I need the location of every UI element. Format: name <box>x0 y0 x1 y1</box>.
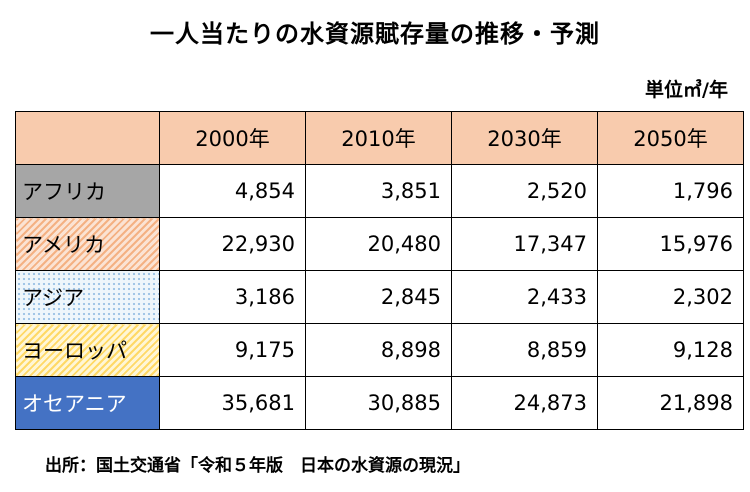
value-cell: 30,885 <box>305 376 452 430</box>
table-row: ヨーロッパ 9,175 8,898 8,859 9,128 <box>15 323 744 377</box>
region-label: オセアニア <box>15 376 160 430</box>
column-header: 2000年 <box>159 111 306 165</box>
value-cell: 3,186 <box>159 270 306 324</box>
page-title: 一人当たりの水資源賦存量の推移・予測 <box>150 20 600 48</box>
value-cell: 35,681 <box>159 376 306 430</box>
value-cell: 8,859 <box>451 323 598 377</box>
region-label: アジア <box>15 270 160 324</box>
value-cell: 22,930 <box>159 217 306 271</box>
value-cell: 15,976 <box>597 217 744 271</box>
value-cell: 3,851 <box>305 164 452 218</box>
data-table: 2000年 2010年 2030年 2050年 アフリカ 4,854 3,851… <box>15 111 744 430</box>
table-row: アジア 3,186 2,845 2,433 2,302 <box>15 270 744 324</box>
value-cell: 20,480 <box>305 217 452 271</box>
value-cell: 2,845 <box>305 270 452 324</box>
column-header: 2030年 <box>451 111 598 165</box>
value-cell: 21,898 <box>597 376 744 430</box>
unit-label: 単位㎥/年 <box>645 79 728 101</box>
region-label: アメリカ <box>15 217 160 271</box>
table-row: アフリカ 4,854 3,851 2,520 1,796 <box>15 164 744 218</box>
region-label: アフリカ <box>15 164 160 218</box>
value-cell: 1,796 <box>597 164 744 218</box>
corner-cell <box>15 111 160 165</box>
value-cell: 24,873 <box>451 376 598 430</box>
source-note: 出所：国土交通省「令和５年版 日本の水資源の現況」 <box>45 456 470 476</box>
region-label: ヨーロッパ <box>15 323 160 377</box>
column-header: 2010年 <box>305 111 452 165</box>
value-cell: 2,433 <box>451 270 598 324</box>
value-cell: 2,520 <box>451 164 598 218</box>
header-row: 2000年 2010年 2030年 2050年 <box>15 111 744 165</box>
value-cell: 2,302 <box>597 270 744 324</box>
value-cell: 9,128 <box>597 323 744 377</box>
value-cell: 9,175 <box>159 323 306 377</box>
value-cell: 4,854 <box>159 164 306 218</box>
table-row: アメリカ 22,930 20,480 17,347 15,976 <box>15 217 744 271</box>
column-header: 2050年 <box>597 111 744 165</box>
value-cell: 17,347 <box>451 217 598 271</box>
table-row: オセアニア 35,681 30,885 24,873 21,898 <box>15 376 744 430</box>
value-cell: 8,898 <box>305 323 452 377</box>
